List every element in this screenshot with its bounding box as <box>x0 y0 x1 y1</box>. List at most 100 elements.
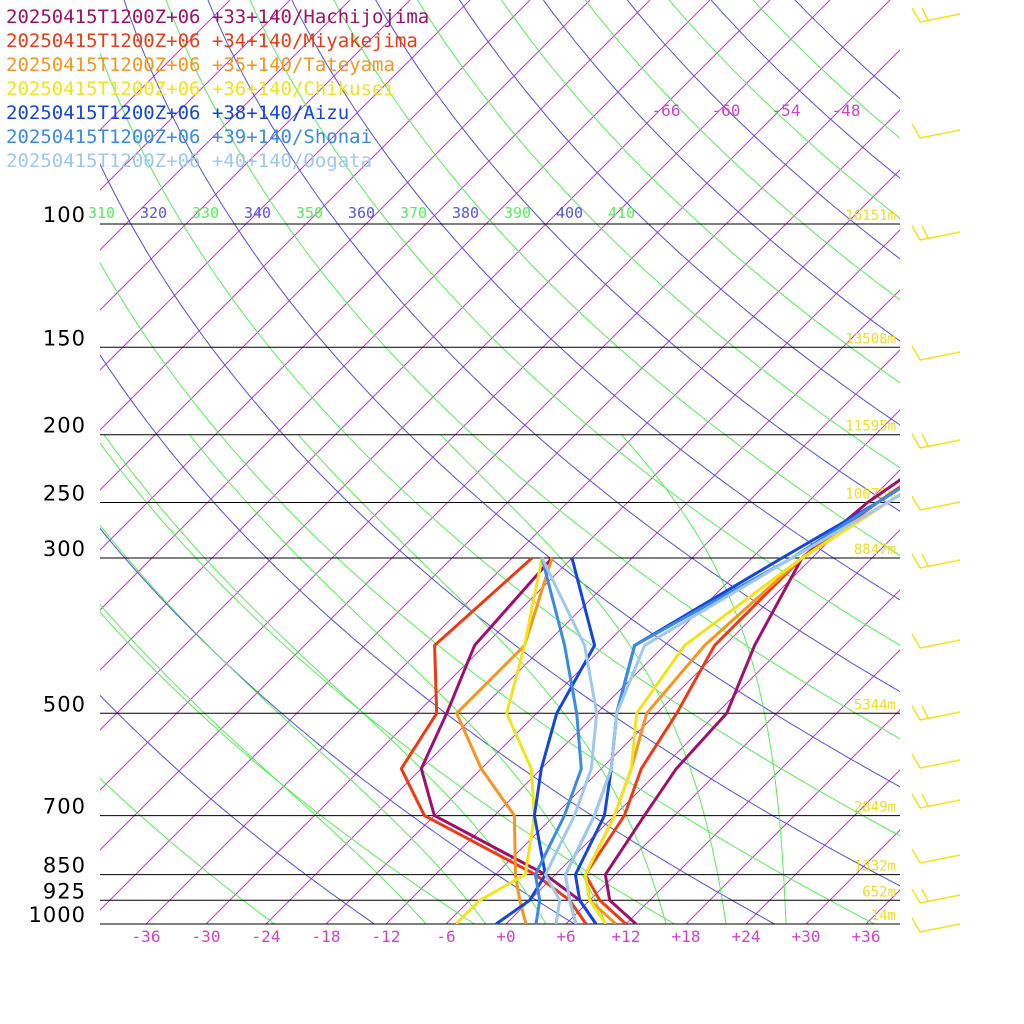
theta-label: 310 <box>88 204 115 222</box>
legend-entry: 20250415T1200Z+06 +35+140/Tateyama <box>6 54 395 76</box>
temperature-tick-label: +36 <box>852 927 881 946</box>
temperature-tick-label: -36 <box>132 927 161 946</box>
temperature-tick-label: -24 <box>252 927 281 946</box>
pressure-tick-label: 500 <box>43 692 86 716</box>
dry-adiabat-line <box>375 0 900 512</box>
temperature-tick-label: +12 <box>612 927 641 946</box>
temperature-tick-label: +0 <box>496 927 515 946</box>
pressure-tick-label: 100 <box>43 203 86 227</box>
moist-adiabat-line <box>100 603 427 924</box>
theta-label: 370 <box>400 204 427 222</box>
height-label: 2849m <box>854 800 896 816</box>
isotherm-line <box>100 109 900 911</box>
theta-label: 400 <box>556 204 583 222</box>
height-label: 1332m <box>854 859 896 875</box>
soundings <box>399 478 900 924</box>
isotherm-line <box>685 709 900 924</box>
temperature-line-1 <box>583 485 900 924</box>
height-label: 5344m <box>854 697 896 713</box>
isotherm-line <box>865 889 900 924</box>
isotherm-line <box>805 829 900 924</box>
wind-barb <box>911 705 961 721</box>
dry-adiabat-line <box>794 0 900 100</box>
dry-adiabat-line <box>668 0 900 219</box>
wind-barb <box>911 495 961 511</box>
temperature-line-4 <box>573 486 900 924</box>
isotherm-label: -60 <box>712 101 741 120</box>
isotherm-line <box>100 0 411 311</box>
theta-label: 380 <box>452 204 479 222</box>
height-label: 11595m <box>845 419 896 435</box>
theta-label: 320 <box>140 204 167 222</box>
theta-label: 410 <box>608 204 635 222</box>
dry-adiabat-line <box>100 694 376 924</box>
wind-barb <box>911 753 961 769</box>
height-label: 13508m <box>845 331 896 347</box>
temperature-line-6 <box>563 492 900 924</box>
pressure-tick-label: 250 <box>43 482 86 506</box>
legend-entry: 20250415T1200Z+06 +36+140/Chikusei <box>6 78 395 100</box>
dry-adiabat-line <box>123 0 900 788</box>
pressure-tick-label: 925 <box>43 879 86 903</box>
isotherm-line <box>445 469 900 924</box>
height-label: 8847m <box>854 542 896 558</box>
dry-adiabat-line <box>100 162 900 887</box>
wind-barb <box>911 345 961 361</box>
theta-label: 390 <box>504 204 531 222</box>
temperature-tick-label: -6 <box>436 927 455 946</box>
dry-adiabat-line <box>291 0 900 601</box>
moist-adiabat-line <box>440 434 727 924</box>
isotherm-line <box>986 0 1024 924</box>
isotherm-line <box>565 589 900 924</box>
temperature-tick-label: -12 <box>372 927 401 946</box>
wind-barb <box>911 848 961 864</box>
dry-adiabat-line <box>100 442 676 924</box>
pressure-tick-label: 200 <box>43 414 86 438</box>
isotherm-label: -54 <box>772 101 801 120</box>
temperature-line-0 <box>603 478 900 924</box>
dewpoint-line-4 <box>495 557 597 924</box>
temperature-tick-label: +18 <box>672 927 701 946</box>
pressure-tick-label: 700 <box>43 795 86 819</box>
isotherm-label: -48 <box>832 101 861 120</box>
pressure-tick-label: 300 <box>43 537 86 561</box>
isotherm-line <box>100 0 591 491</box>
isotherm-line <box>100 0 471 371</box>
temperature-tick-label: +30 <box>792 927 821 946</box>
temperature-tick-label: -18 <box>312 927 341 946</box>
dewpoint-line-0 <box>419 557 598 924</box>
isotherm-label: -66 <box>652 101 681 120</box>
theta-label: 360 <box>348 204 375 222</box>
dry-adiabat-line <box>100 611 476 924</box>
theta-label: 340 <box>244 204 271 222</box>
dry-adiabat-line <box>100 261 876 924</box>
isotherm-line <box>100 49 900 851</box>
wind-barb <box>911 917 961 933</box>
isotherm-line <box>100 0 351 251</box>
temperature-tick-label: +6 <box>556 927 575 946</box>
temperature-tick-label: -30 <box>192 927 221 946</box>
dewpoint-line-3 <box>454 557 544 924</box>
wind-barb <box>911 553 961 569</box>
dry-adiabat-line <box>542 0 900 342</box>
isotherm-line <box>625 649 900 924</box>
dewpoint-line-1 <box>399 556 588 924</box>
isotherm-line <box>100 0 651 551</box>
wind-barb <box>911 225 961 241</box>
dewpoint-line-5 <box>533 557 583 924</box>
isotherm-line <box>100 0 831 731</box>
dry-adiabat-line <box>710 0 900 179</box>
wind-barb <box>911 888 961 904</box>
legend-entry: 20250415T1200Z+06 +34+140/Miyakejima <box>6 30 418 52</box>
isotherm-line <box>205 229 900 924</box>
dry-adiabat-line <box>100 777 276 924</box>
dry-adiabat-line <box>165 0 900 740</box>
wind-barb <box>911 7 961 23</box>
height-label: 652m <box>862 884 896 900</box>
isotherm-line <box>145 169 900 924</box>
legend-entry: 20250415T1200Z+06 +33+140/Hachijojima <box>6 6 430 28</box>
wind-barb <box>911 793 961 809</box>
legend-entry: 20250415T1200Z+06 +38+140/Aizu <box>6 102 350 124</box>
isotherm-line <box>926 0 1024 924</box>
